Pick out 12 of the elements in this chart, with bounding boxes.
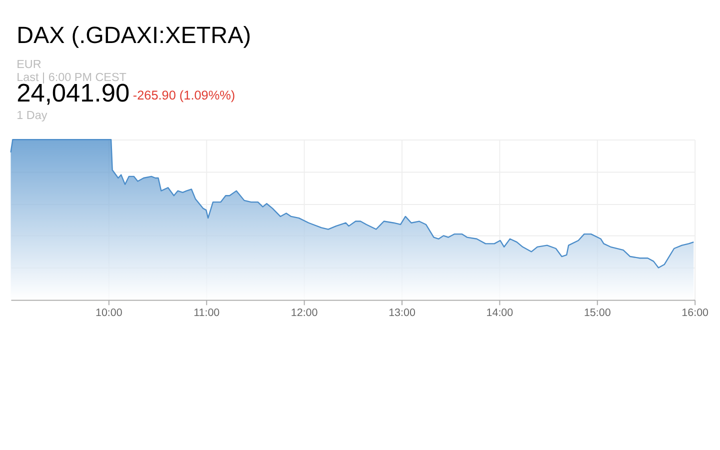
x-tick-label: 16:00 [682,306,709,319]
x-tick-label: 15:00 [584,306,611,319]
text: -265.90 (1.09%%) [132,88,236,102]
x-tick-label: 11:00 [194,306,220,319]
text: Last | 6:00 PM CEST [16,70,126,84]
x-tick-label: 12:00 [290,306,318,319]
text: 1 Day [16,109,48,122]
chart-title: DAX (.GDAXI:XETRA) [16,22,252,48]
x-tick-label: 10:00 [95,306,122,319]
x-tick-label: 14:00 [486,306,514,319]
x-tick-label: 13:00 [388,306,416,319]
text: EUR [16,58,42,72]
